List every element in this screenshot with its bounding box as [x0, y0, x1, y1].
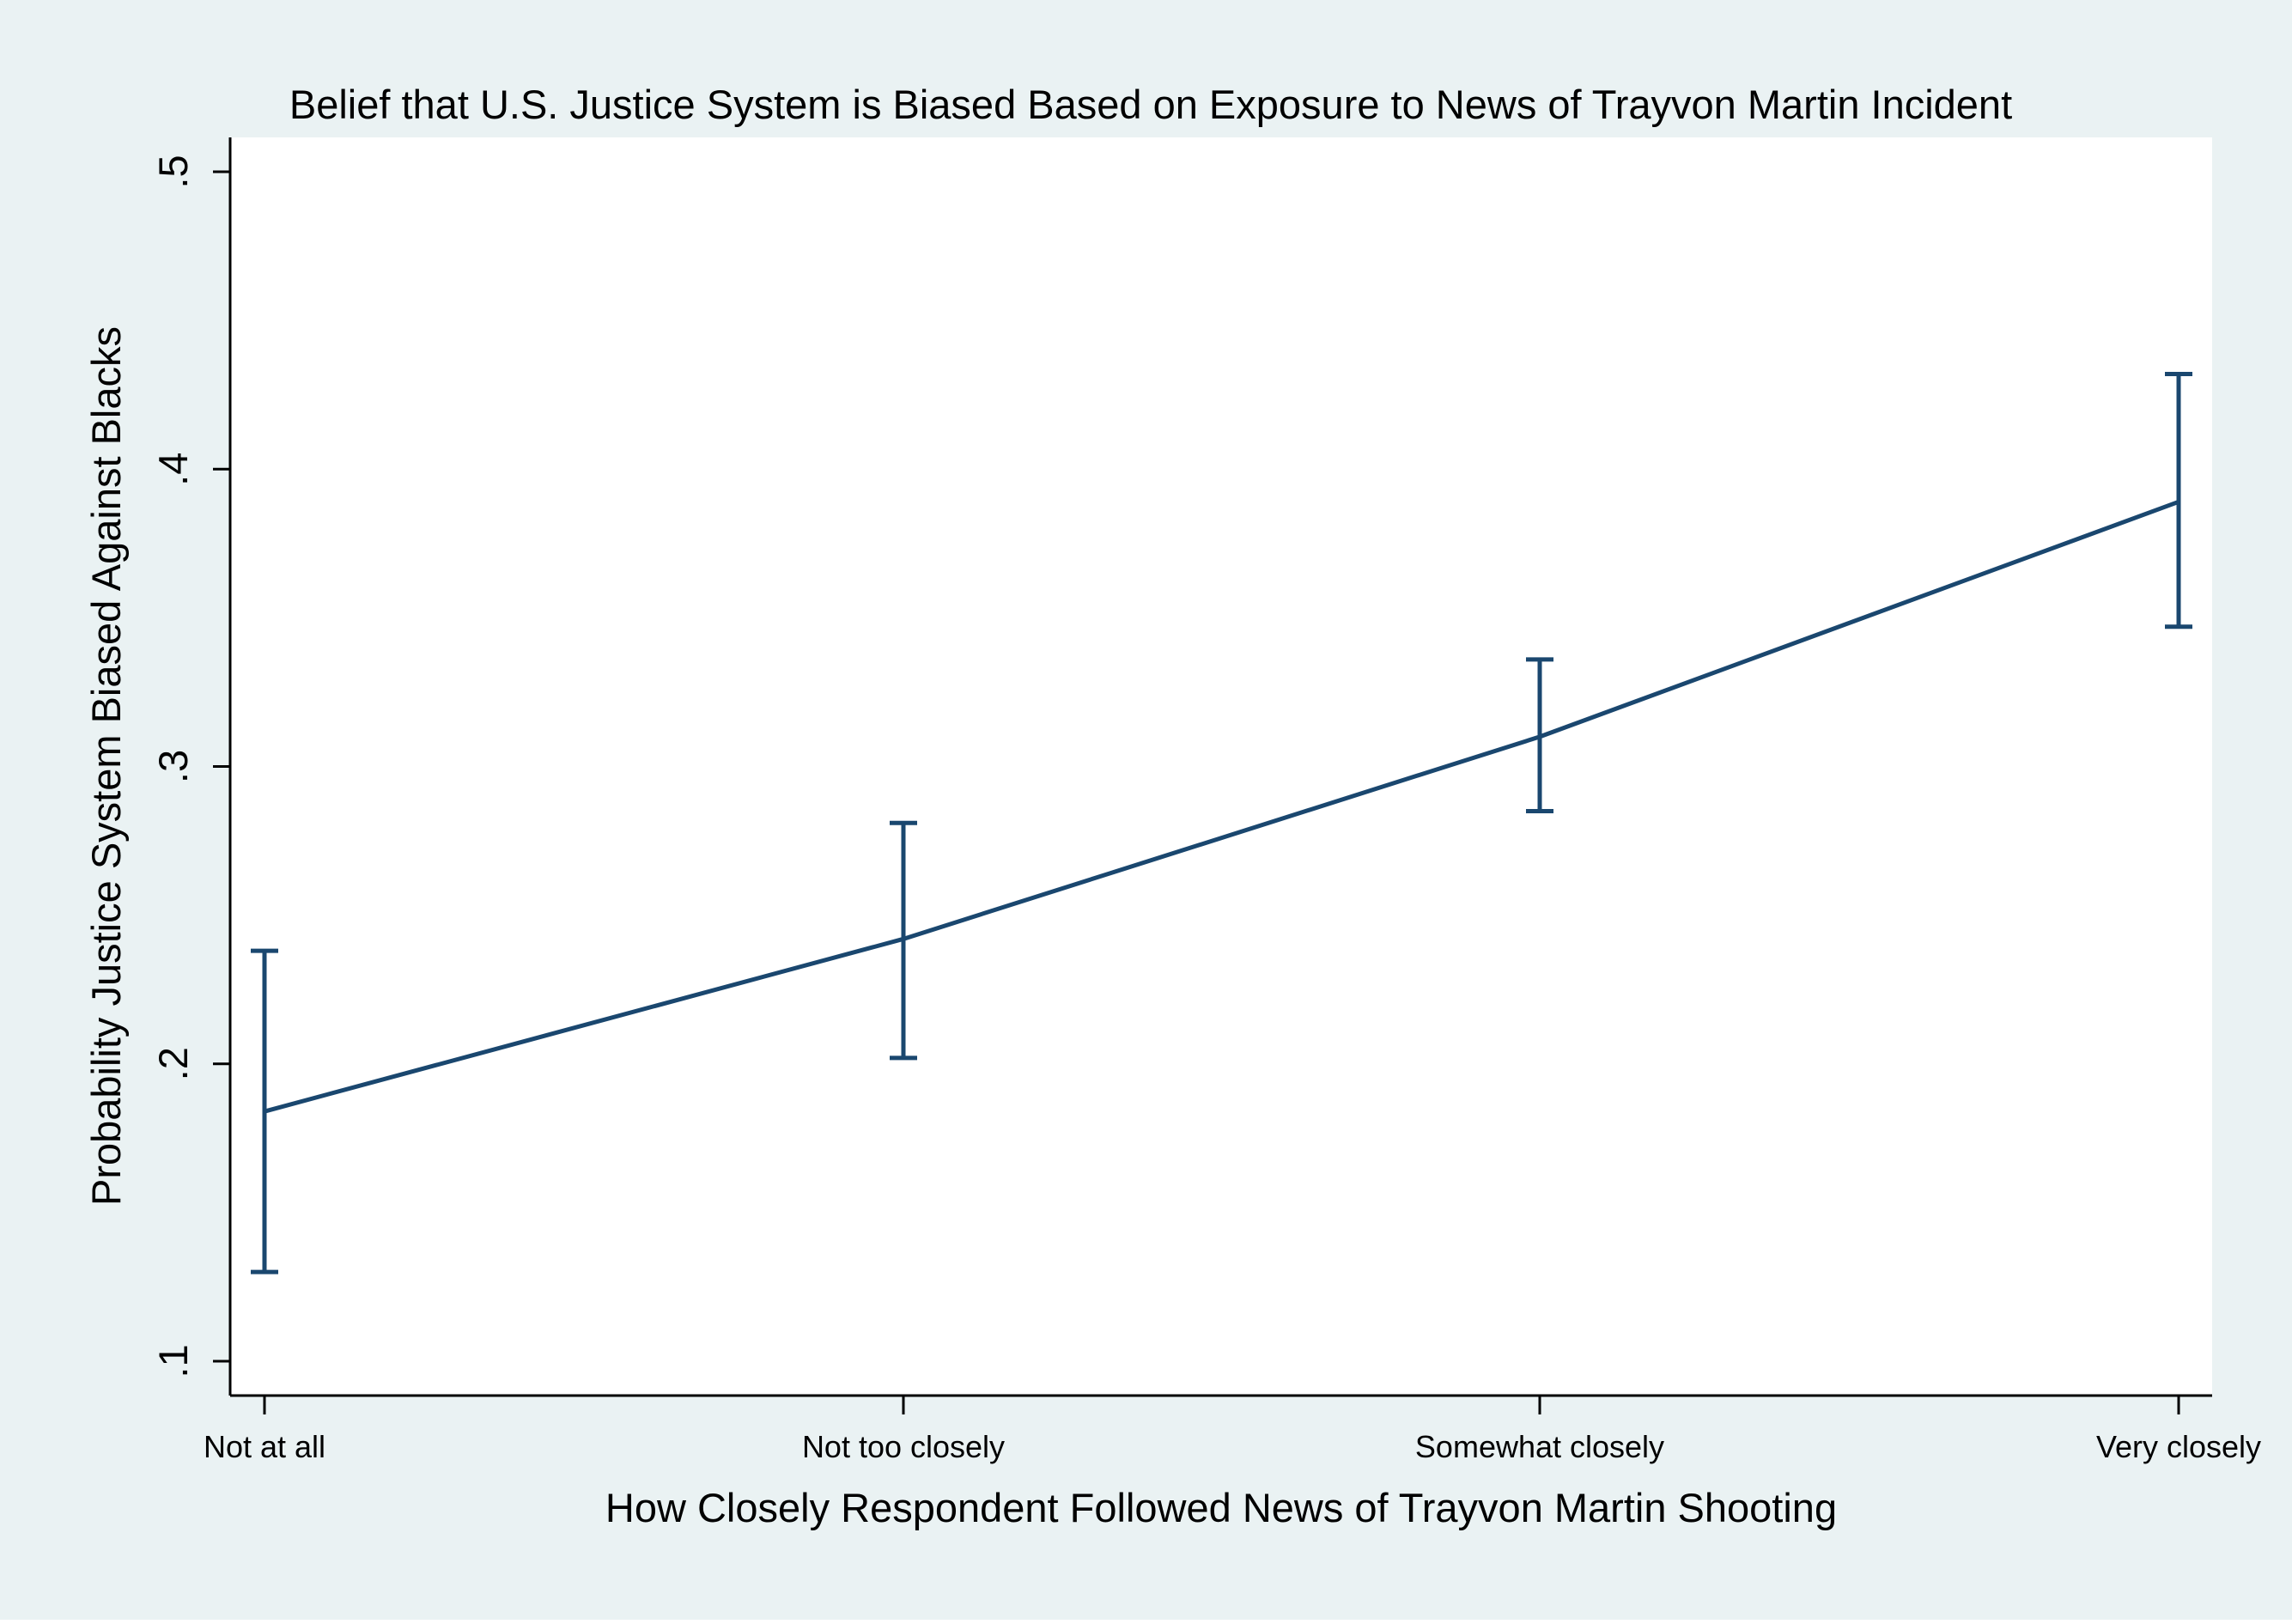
y-tick-label: .4: [150, 453, 196, 486]
x-tick-label: Very closely: [2096, 1429, 2261, 1464]
chart-title: Belief that U.S. Justice System is Biase…: [289, 82, 2012, 127]
plot-area: [230, 137, 2212, 1396]
y-tick-label: .5: [150, 155, 196, 188]
x-tick-label: Somewhat closely: [1415, 1429, 1664, 1464]
x-axis-label: How Closely Respondent Followed News of …: [605, 1485, 1837, 1530]
y-tick-label: .2: [150, 1047, 196, 1080]
x-tick-label: Not too closely: [802, 1429, 1005, 1464]
y-axis-label: Probability Justice System Biased Agains…: [83, 326, 129, 1206]
y-tick-label: .1: [150, 1344, 196, 1378]
x-tick-label: Not at all: [204, 1429, 325, 1464]
y-tick-label: .3: [150, 750, 196, 783]
